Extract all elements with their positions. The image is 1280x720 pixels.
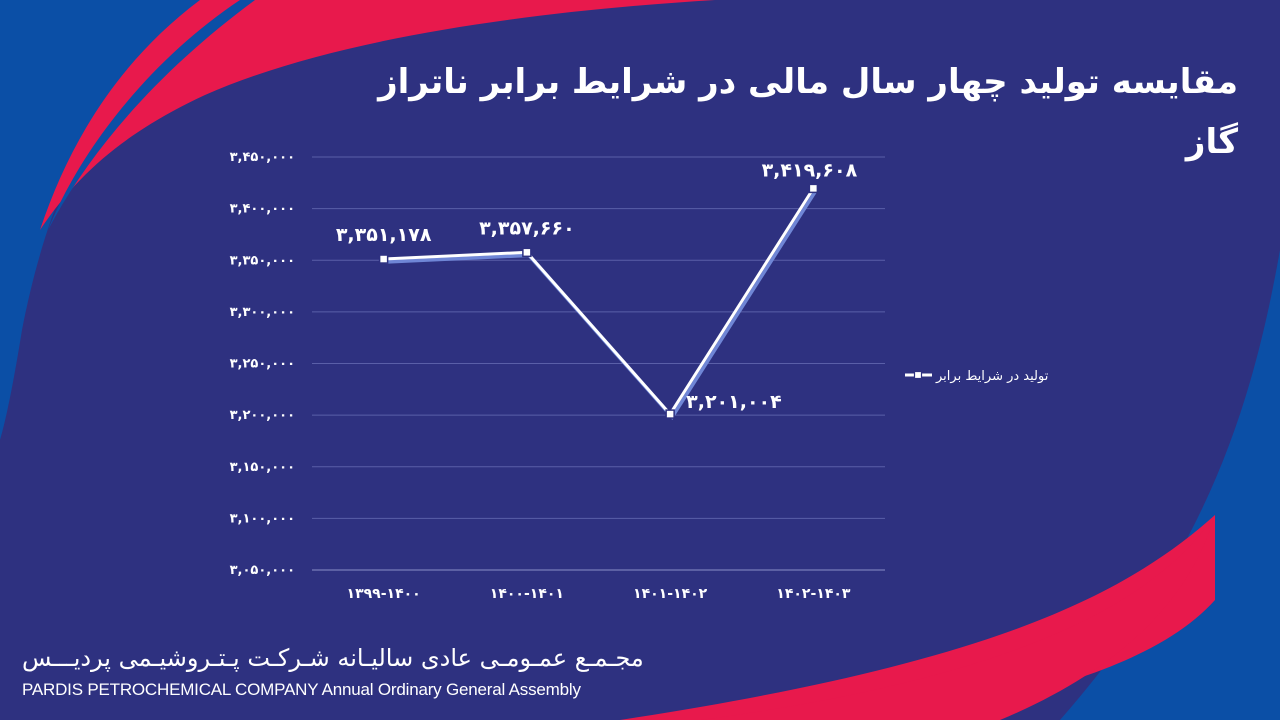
footer-persian: مجـمـع عمـومـی عادی سالیـانه شـرکـت پـتـ… [22, 644, 644, 672]
x-tick-label: ۱۴۰۱-۱۴۰۲ [633, 586, 708, 602]
y-axis-tick-labels: ۳,۰۵۰,۰۰۰ ۳,۱۰۰,۰۰۰ ۳,۱۵۰,۰۰۰ ۳,۲۰۰,۰۰۰ ۳,۲۵… [230, 150, 295, 578]
y-tick-label: ۳,۲۰۰,۰۰۰ [230, 408, 295, 423]
data-label: ۳,۴۱۹,۶۰۸ [762, 159, 858, 181]
data-point-marker [808, 183, 819, 194]
y-tick-label: ۳,۱۰۰,۰۰۰ [230, 511, 295, 526]
legend-marker-swatch [913, 370, 923, 380]
bottom-right-red-fill [700, 515, 1215, 720]
y-tick-label: ۳,۰۵۰,۰۰۰ [230, 563, 295, 578]
y-tick-label: ۳,۱۵۰,۰۰۰ [230, 460, 295, 475]
data-label: ۳,۳۵۱,۱۷۸ [336, 224, 432, 246]
data-point-marker [665, 409, 675, 419]
data-label: ۳,۲۰۱,۰۰۴ [686, 391, 782, 413]
series-line [383, 187, 815, 417]
y-tick-label: ۳,۴۵۰,۰۰۰ [230, 150, 295, 165]
y-tick-label: ۳,۳۰۰,۰۰۰ [230, 305, 295, 320]
x-axis-tick-labels: ۱۳۹۹-۱۴۰۰ ۱۴۰۰-۱۴۰۱ ۱۴۰۱-۱۴۰۲ ۱۴۰۲-۱۴۰۳ [347, 586, 851, 602]
y-tick-label: ۳,۴۰۰,۰۰۰ [230, 202, 295, 217]
data-label: ۳,۳۵۷,۶۶۰ [479, 217, 575, 239]
top-left-blue-swoosh [0, 0, 215, 440]
legend: تولید در شرایط برابر [905, 369, 1049, 384]
legend-label: تولید در شرایط برابر [935, 369, 1049, 384]
y-tick-label: ۳,۳۵۰,۰۰۰ [230, 253, 295, 268]
footer-english: PARDIS PETROCHEMICAL COMPANY Annual Ordi… [22, 680, 581, 699]
data-point-marker [522, 247, 532, 258]
data-labels: ۳,۳۵۱,۱۷۸ ۳,۳۵۷,۶۶۰ ۳,۲۰۱,۰۰۴ ۳,۴۱۹,۶۰۸ [336, 159, 858, 413]
page-title: مقایسه تولید چهار سال مالی در شرایط براب… [378, 62, 1238, 162]
x-tick-label: ۱۴۰۲-۱۴۰۳ [776, 586, 851, 602]
x-tick-label: ۱۴۰۰-۱۴۰۱ [490, 586, 564, 602]
data-point-marker [378, 254, 389, 264]
series-line-shadow [385, 190, 817, 420]
top-left-red-swoosh [40, 0, 715, 230]
x-tick-label: ۱۳۹۹-۱۴۰۰ [347, 586, 421, 602]
y-tick-label: ۳,۲۵۰,۰۰۰ [230, 357, 295, 372]
series-production [378, 183, 819, 420]
bottom-right-blue-swoosh [1060, 250, 1280, 720]
